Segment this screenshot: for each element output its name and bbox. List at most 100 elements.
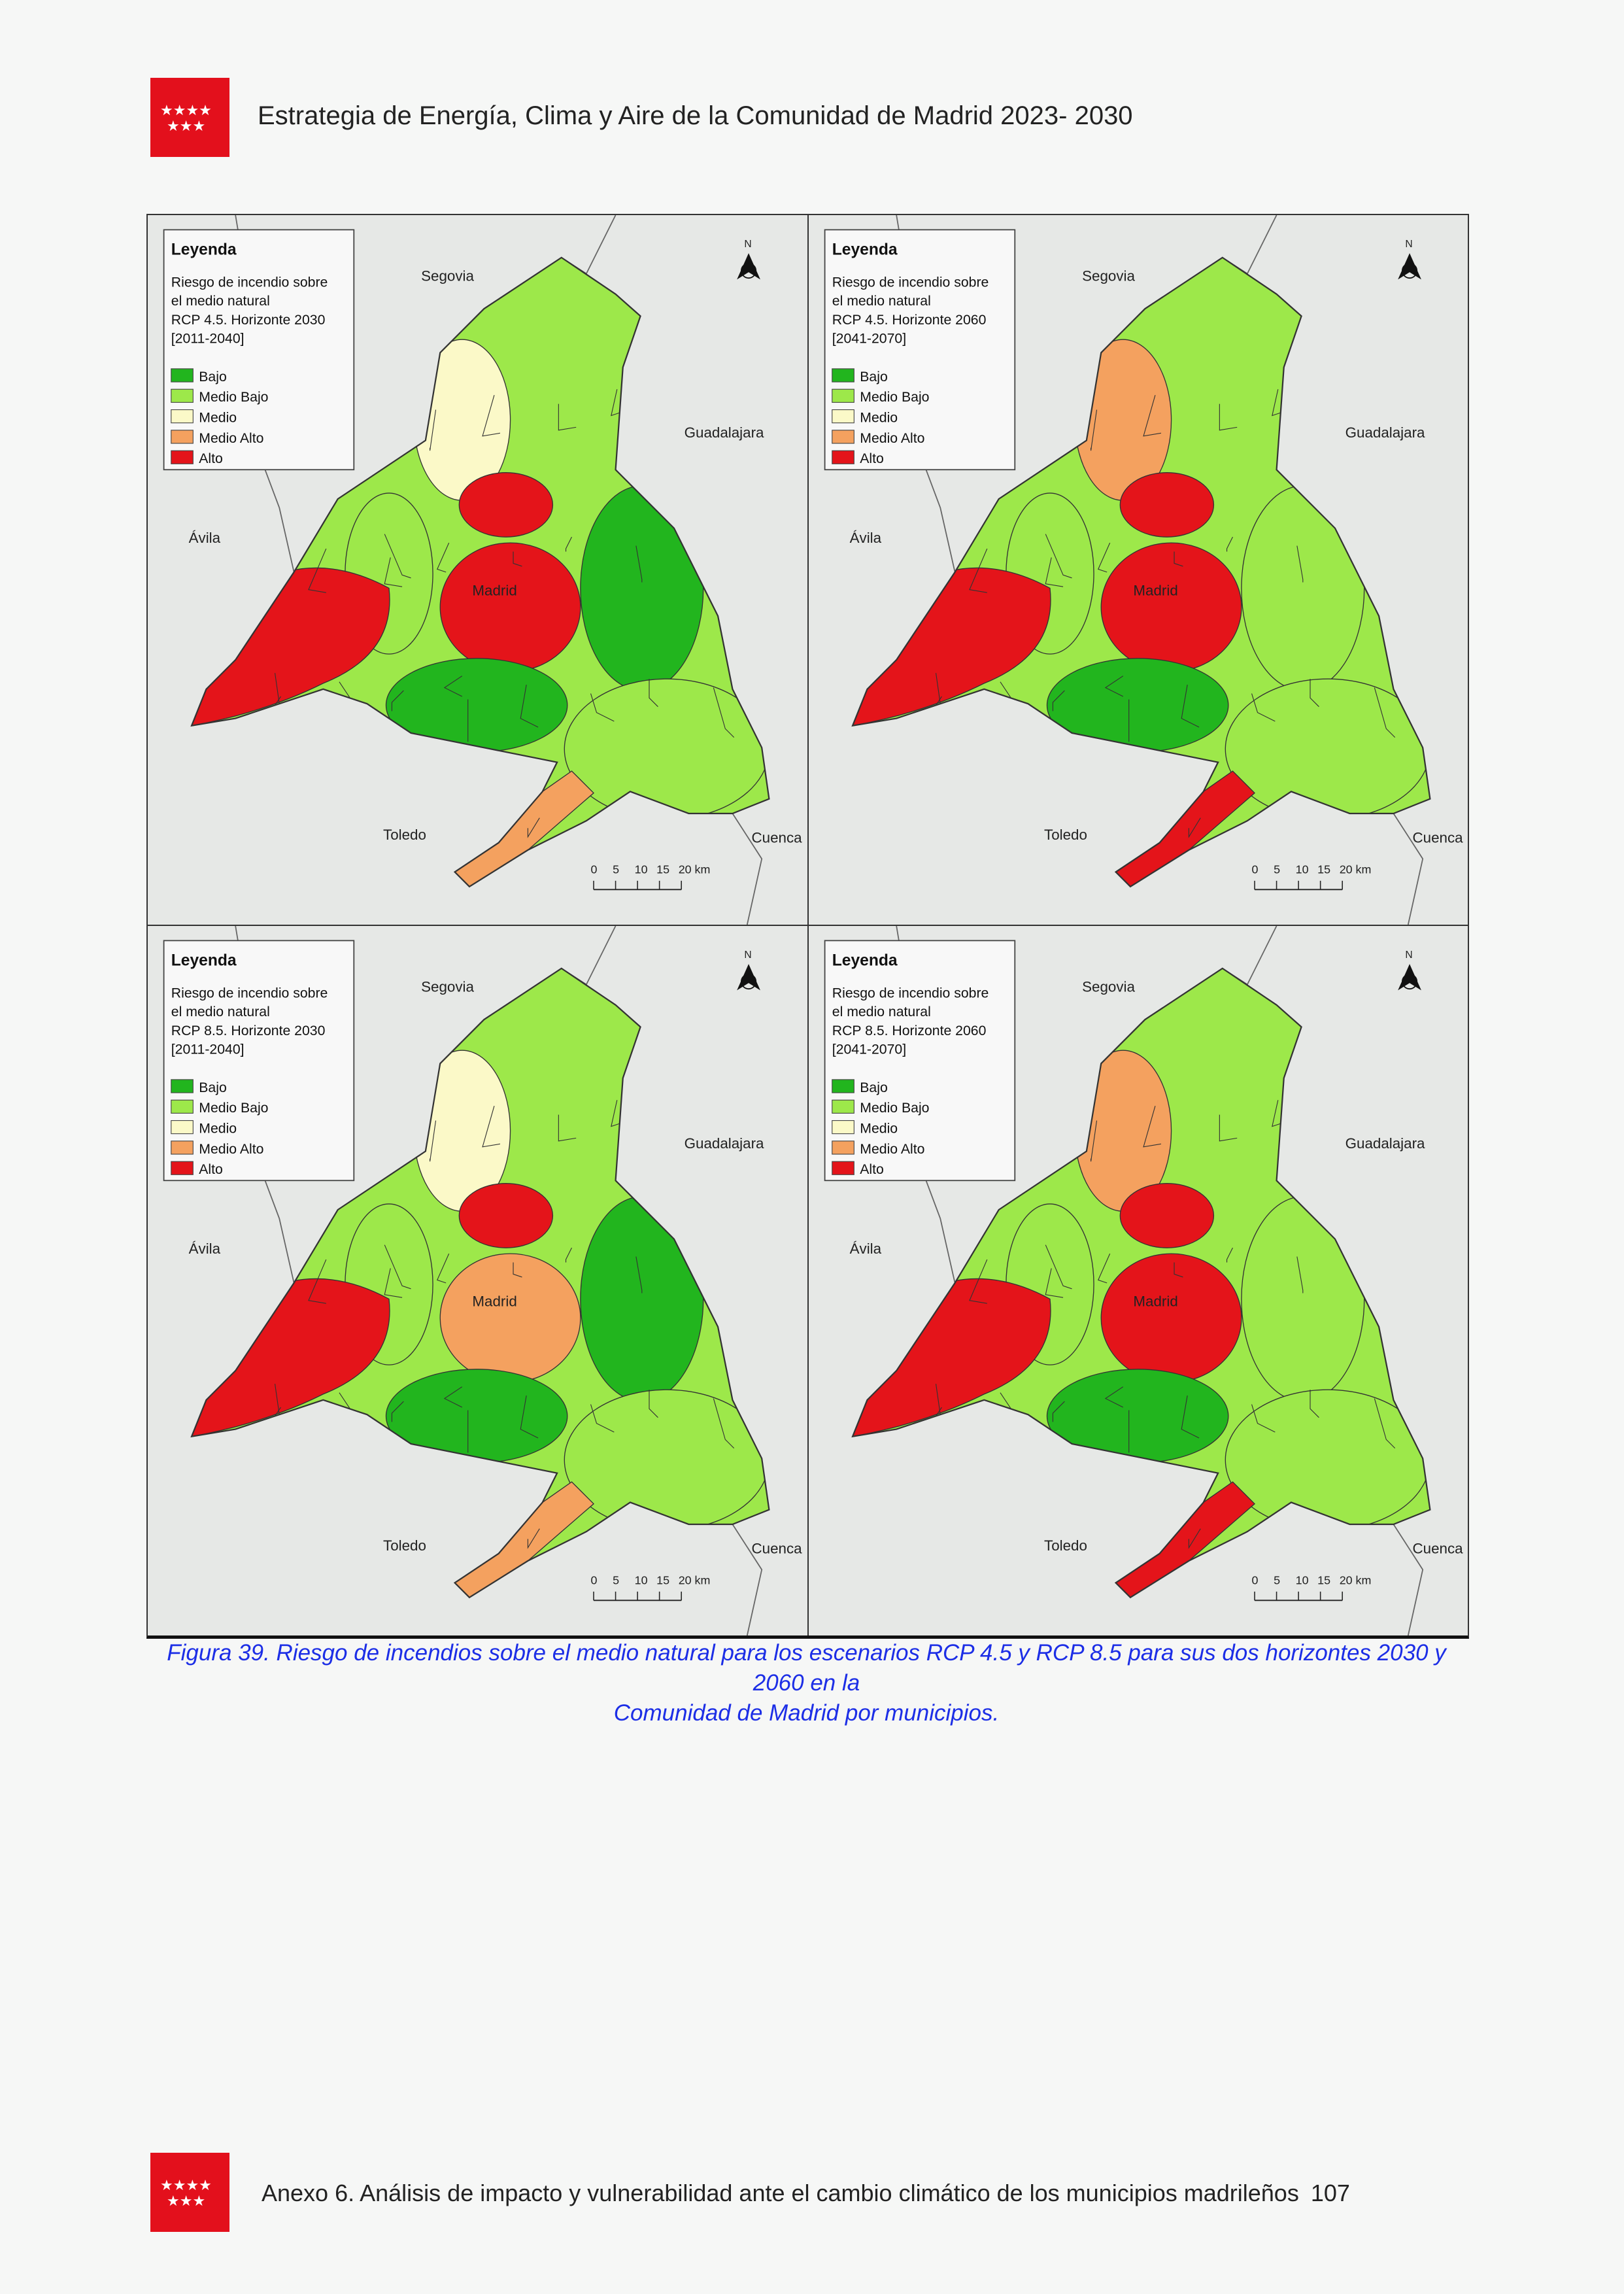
label-guadalajara: Guadalajara: [1345, 424, 1425, 441]
legend-swatch: [831, 388, 854, 403]
document-header-title: Estrategia de Energía, Clima y Aire de l…: [258, 101, 1133, 130]
municipal-boundary: [635, 1256, 643, 1293]
legend-item-label: Medio Alto: [860, 430, 924, 446]
risk-zone: [1119, 472, 1214, 538]
legend-swatch: [831, 450, 854, 464]
legend-subtitle: el medio natural: [171, 293, 270, 309]
legend-swatch: [171, 450, 194, 464]
legend-item-label: Medio: [199, 410, 237, 426]
legend-box: Leyenda Riesgo de incendio sobre el medio …: [163, 940, 355, 1182]
legend-title: Leyenda: [171, 241, 237, 258]
scale-bar: 0 5 10 15 20 km: [591, 863, 711, 891]
municipal-boundary: [443, 676, 463, 697]
legend-box: Leyenda Riesgo de incendio sobre el medio …: [824, 940, 1015, 1182]
province-border: [732, 813, 763, 925]
legend-item-label: Medio Alto: [199, 1141, 263, 1157]
label-guadalajara: Guadalajara: [1345, 1135, 1425, 1152]
municipal-boundary: [558, 403, 577, 431]
municipal-boundary: [384, 1244, 411, 1290]
municipal-boundary: [391, 690, 404, 711]
legend-swatch: [171, 1120, 194, 1135]
municipal-boundary: [611, 389, 620, 417]
label-guadalajara: Guadalajara: [685, 424, 764, 441]
legend-swatch: [171, 388, 194, 403]
risk-zone: [439, 1253, 581, 1383]
municipal-boundary: [565, 536, 572, 552]
label-madrid: Madrid: [1133, 1293, 1177, 1310]
municipal-boundary: [1045, 557, 1063, 587]
legend-swatch: [831, 1099, 854, 1114]
svg-text:★★★★: ★★★★: [160, 103, 212, 119]
svg-text:15: 15: [1317, 863, 1330, 876]
legend-item-label: Medio Bajo: [199, 1100, 268, 1116]
municipal-boundary: [1173, 1262, 1183, 1278]
municipal-boundary: [1052, 1401, 1065, 1422]
municipal-boundary: [1271, 1100, 1281, 1127]
svg-text:20 km: 20 km: [1339, 863, 1371, 876]
legend-subtitle: RCP 4.5. Horizonte 2060: [832, 312, 986, 328]
municipal-boundary: [436, 1253, 450, 1284]
legend-swatch: [831, 1161, 854, 1175]
svg-text:N: N: [744, 239, 751, 250]
legend-subtitle: Riesgo de incendio sobre: [832, 985, 989, 1001]
svg-text:20 km: 20 km: [1339, 1574, 1371, 1587]
municipal-boundary: [384, 557, 403, 587]
region-outline: [190, 967, 770, 1599]
municipal-boundary: [1188, 817, 1201, 838]
label-toledo: Toledo: [383, 1537, 426, 1554]
municipal-boundary: [1142, 1106, 1161, 1148]
label-avila: Ávila: [849, 1241, 881, 1257]
label-cuenca: Cuenca: [1412, 1541, 1463, 1557]
municipal-boundary: [520, 685, 539, 728]
province-border: [1393, 1524, 1423, 1635]
legend-subtitle: [2011-2040]: [171, 1042, 245, 1057]
municipal-boundary: [391, 1401, 404, 1422]
caption-line-1: Figura 39. Riesgo de incendios sobre el …: [167, 1640, 1446, 1696]
municipal-boundary: [1090, 1120, 1097, 1162]
legend-subtitle: el medio natural: [832, 293, 930, 309]
legend-item-label: Alto: [199, 451, 223, 466]
risk-zone: [1100, 542, 1242, 672]
legend-subtitle: RCP 8.5. Horizonte 2030: [171, 1023, 326, 1038]
svg-text:20 km: 20 km: [679, 863, 711, 876]
legend-title: Leyenda: [832, 241, 897, 258]
label-madrid: Madrid: [472, 583, 516, 599]
label-cuenca: Cuenca: [752, 1541, 803, 1557]
region-outline: [190, 256, 770, 888]
label-madrid: Madrid: [472, 1293, 516, 1310]
risk-zone: [1100, 1253, 1242, 1383]
municipal-boundary: [1219, 403, 1237, 431]
municipal-boundary: [713, 687, 735, 738]
svg-text:★★★: ★★★: [167, 118, 205, 135]
legend-swatch: [171, 409, 194, 424]
legend-swatch: [831, 409, 854, 424]
legend-swatch: [171, 430, 194, 444]
municipal-boundary: [1188, 1528, 1201, 1549]
svg-text:5: 5: [1274, 1574, 1280, 1587]
municipal-boundary: [1173, 551, 1183, 567]
label-avila: Ávila: [189, 1241, 221, 1257]
page-number: 107: [1310, 2180, 1350, 2206]
municipal-boundary: [1251, 693, 1276, 722]
stars-icon: ★★★★★★★: [160, 103, 212, 135]
label-segovia: Segovia: [1082, 268, 1135, 284]
figure-caption: Figura 39. Riesgo de incendios sobre el …: [146, 1638, 1466, 1728]
legend-subtitle: [2041-2070]: [832, 1042, 905, 1057]
svg-text:15: 15: [1317, 1574, 1330, 1587]
legend-swatch: [831, 430, 854, 444]
region-outline: [851, 967, 1431, 1599]
municipal-boundary: [430, 1120, 437, 1162]
map-panel-3: Segovia Guadalajara Ávila Madrid Toledo …: [148, 926, 807, 1635]
municipal-boundary: [1309, 679, 1319, 708]
municipal-boundary: [1045, 1244, 1072, 1290]
svg-text:15: 15: [656, 863, 669, 876]
risk-zone: [458, 1183, 554, 1248]
label-avila: Ávila: [189, 530, 221, 546]
svg-text:10: 10: [1295, 863, 1308, 876]
scale-bar: 0 5 10 15 20 km: [1251, 863, 1371, 891]
risk-zone: [1119, 1183, 1214, 1248]
municipal-boundary: [520, 1395, 539, 1439]
legend-box: Leyenda Riesgo de incendio sobre el medio …: [163, 229, 355, 471]
municipal-boundary: [1142, 395, 1161, 437]
legend-item-label: Bajo: [199, 369, 226, 385]
